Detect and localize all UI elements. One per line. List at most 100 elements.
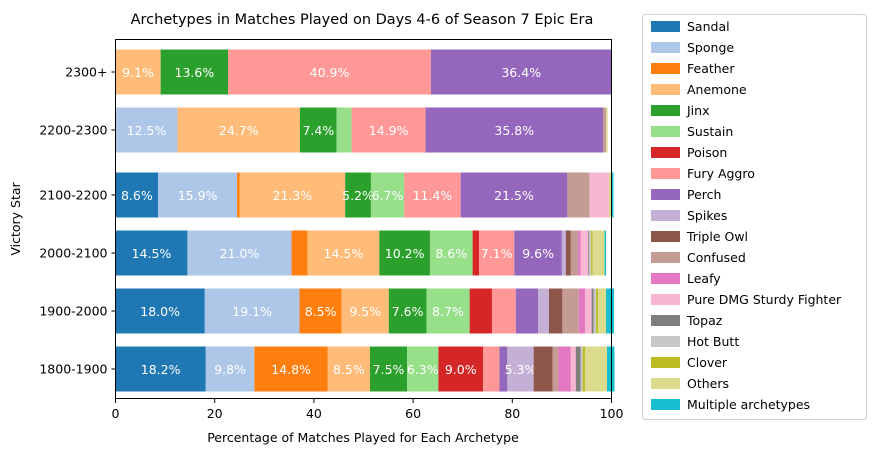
bar-segment — [491, 288, 516, 334]
data-label: 21.5% — [494, 188, 534, 203]
legend-swatch — [651, 21, 680, 32]
bar-segment — [472, 230, 480, 276]
y-axis: 1800-1900 1900-2000 2000-2100 2100-2200 2200… — [39, 65, 116, 377]
bar-segment — [228, 49, 431, 95]
legend-label: Others — [687, 376, 729, 391]
bar-segment — [425, 107, 604, 153]
bar-segment — [115, 346, 206, 392]
bar-segment — [426, 288, 470, 334]
data-label: 11.4% — [413, 188, 453, 203]
x-tick-label: 20 — [207, 406, 223, 421]
bar-segment — [388, 288, 427, 334]
bar-segment — [307, 230, 380, 276]
bar-segment — [604, 230, 607, 276]
bar-segment — [407, 346, 439, 392]
data-label: 18.0% — [140, 304, 180, 319]
legend-swatch — [651, 210, 680, 221]
y-tick-label: 1800-1900 — [39, 362, 107, 377]
plot-frame — [115, 39, 612, 399]
legend-label: Topaz — [686, 313, 723, 328]
bar-segment — [430, 49, 612, 95]
bar-segment — [438, 346, 484, 392]
bar-segment — [327, 346, 370, 392]
legend-label: Fury Aggro — [687, 166, 755, 181]
data-label: 7.4% — [302, 123, 334, 138]
bar-segment — [158, 172, 238, 218]
bar-segment — [336, 107, 352, 153]
legend-label: Spikes — [687, 208, 727, 223]
bar-segment — [578, 230, 581, 276]
bar-segment — [552, 346, 559, 392]
bar-segment — [592, 230, 605, 276]
bar-segment — [369, 346, 408, 392]
bar-segment — [585, 346, 608, 392]
bar-segment — [582, 346, 586, 392]
legend-swatch — [651, 84, 680, 95]
bar-segment — [460, 172, 568, 218]
x-tick-label: 60 — [405, 406, 421, 421]
legend-swatch — [651, 105, 680, 116]
bar-segment — [607, 346, 615, 392]
data-label: 9.5% — [349, 304, 381, 319]
x-tick-label: 40 — [306, 406, 322, 421]
bar-segment — [345, 172, 371, 218]
bar-segment — [578, 288, 586, 334]
y-tick-label: 1900-2000 — [39, 304, 107, 319]
bar-segment — [115, 230, 188, 276]
bar-segment — [187, 230, 292, 276]
bar-segment — [580, 346, 583, 392]
data-label: 14.9% — [369, 123, 409, 138]
legend-swatch — [651, 189, 680, 200]
x-tick-label: 100 — [600, 406, 624, 421]
legend-label: Sandal — [687, 19, 730, 34]
bar-segment — [606, 107, 608, 153]
data-label: 9.0% — [445, 362, 477, 377]
legend-label: Confused — [687, 250, 746, 265]
bar-segment — [299, 288, 342, 334]
bar-segment — [429, 230, 473, 276]
data-label: 6.3% — [407, 362, 439, 377]
data-label: 8.7% — [432, 304, 464, 319]
bar-segment — [570, 230, 579, 276]
bar-segment — [611, 172, 614, 218]
data-label: 18.2% — [141, 362, 181, 377]
bar-segment — [370, 172, 405, 218]
bar-segment — [588, 230, 590, 276]
legend-swatch — [651, 357, 680, 368]
data-label: 9.6% — [522, 246, 554, 261]
bar-segment — [177, 107, 301, 153]
bar-segment — [115, 49, 161, 95]
bar-segment — [499, 346, 508, 392]
bar-segment — [591, 230, 593, 276]
x-tick-label: 0 — [112, 406, 120, 421]
bar-segment — [291, 230, 308, 276]
data-label: 5.2% — [342, 188, 374, 203]
data-label: 7.6% — [392, 304, 424, 319]
legend-label: Sustain — [687, 124, 733, 139]
legend-swatch — [651, 336, 680, 347]
data-label: 21.0% — [220, 246, 260, 261]
bar-segment — [593, 288, 597, 334]
bar-segment — [533, 346, 553, 392]
legend-label: Feather — [687, 61, 735, 76]
data-label: 10.2% — [385, 246, 425, 261]
bar-segment — [300, 107, 337, 153]
legend-label: Leafy — [687, 271, 721, 286]
bar-segment — [115, 107, 178, 153]
bar-segment — [115, 172, 159, 218]
legend-label: Perch — [687, 187, 721, 202]
legend-swatch — [651, 147, 680, 158]
data-label: 7.1% — [481, 246, 513, 261]
legend-swatch — [651, 252, 680, 263]
legend-swatch — [651, 399, 680, 410]
bar-segment — [483, 346, 500, 392]
legend-label: Triple Owl — [686, 229, 748, 244]
data-label: 9.1% — [122, 65, 154, 80]
chart-title: Archetypes in Matches Played on Days 4-6… — [131, 12, 594, 28]
data-label: 13.6% — [175, 65, 215, 80]
data-label: 8.5% — [333, 362, 365, 377]
legend-swatch — [651, 273, 680, 284]
data-label: 6.7% — [372, 188, 404, 203]
y-tick-label: 2300+ — [65, 65, 107, 80]
